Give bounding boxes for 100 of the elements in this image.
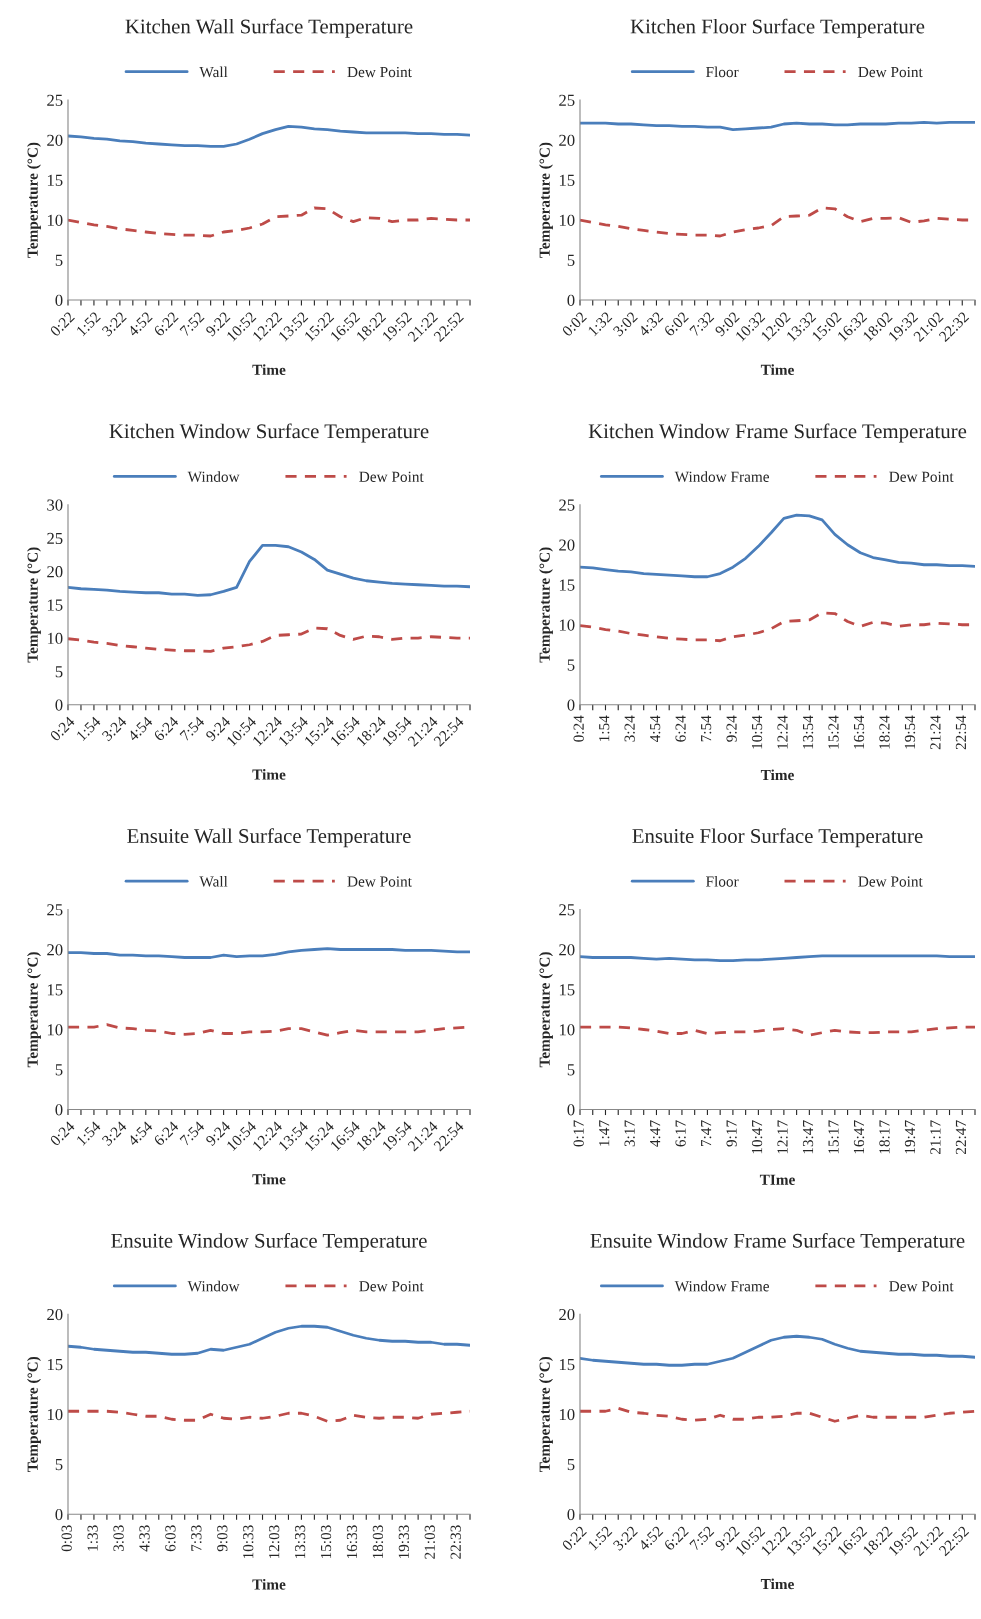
line-series: [68, 947, 470, 959]
y-tick-label: 20: [47, 944, 63, 956]
y-axis-title: Temperature (°C): [539, 1356, 553, 1473]
x-tick-label: 7:52: [179, 311, 205, 337]
line-series: [68, 1324, 470, 1356]
y-tick-label: 15: [47, 984, 63, 996]
line-series: [580, 1025, 975, 1037]
chart-title: Kitchen Window Surface Temperature: [109, 423, 429, 443]
x-tick-label: 6:22: [663, 1525, 689, 1552]
x-tick-label: 21:24: [930, 715, 941, 750]
legend-label: Floor: [706, 875, 739, 887]
y-tick-label: 10: [47, 1024, 63, 1036]
y-tick-label: 15: [559, 174, 575, 186]
x-tick-label: 4:33: [139, 1525, 150, 1552]
x-tick-label: 7:47: [701, 1120, 712, 1147]
x-axis-title: Time: [760, 1578, 794, 1590]
line-series: [68, 206, 470, 238]
x-tick-label: 7:54: [179, 1120, 206, 1147]
chart-title: Kitchen Window Frame Surface Temperature: [588, 423, 967, 443]
x-tick-label: 1:33: [87, 1525, 98, 1551]
legend-label: Dew Point: [347, 66, 412, 78]
legend-label: Dew Point: [889, 1281, 954, 1292]
x-tick-label: 3:24: [101, 715, 128, 742]
legend-label: Dew Point: [858, 66, 923, 78]
y-tick-label: 5: [55, 1064, 63, 1076]
legend-label: Wall: [199, 66, 228, 78]
chart-title: Ensuite Wall Surface Temperature: [127, 828, 411, 848]
x-tick-label: 15:17: [828, 1120, 839, 1154]
x-tick-label: 16:54: [853, 715, 865, 749]
x-tick-label: 0:22: [49, 311, 76, 337]
y-tick-label: 0: [55, 699, 63, 711]
x-axis-title: Time: [252, 1578, 286, 1590]
x-tick-label: 6:24: [675, 715, 686, 742]
x-tick-label: 10:47: [751, 1120, 763, 1154]
x-axis-title: Time: [760, 769, 794, 781]
x-tick-label: 10:33: [243, 1525, 254, 1559]
x-tick-label: 19:54: [904, 715, 916, 749]
x-tick-label: 1:52: [587, 1525, 613, 1551]
y-axis-title: Temperature (°C): [539, 142, 553, 258]
y-tick-label: 25: [47, 904, 63, 916]
legend-label: Dew Point: [359, 1281, 424, 1292]
x-tick-label: 19:47: [904, 1120, 916, 1154]
x-axis-title: TIme: [759, 1174, 795, 1185]
legend-label: Floor: [706, 66, 739, 78]
y-tick-label: 15: [47, 174, 63, 186]
x-tick-label: 9:17: [726, 1120, 737, 1147]
x-tick-label: 4:54: [127, 1120, 154, 1147]
x-tick-label: 6:22: [153, 311, 179, 337]
y-axis-title: Temperature (°C): [27, 142, 41, 258]
x-tick-label: 1:54: [599, 715, 610, 741]
x-tick-label: 15:03: [320, 1525, 332, 1559]
legend-label: Window: [187, 471, 240, 482]
legend-label: Dew Point: [889, 471, 954, 482]
legend-label: Window Frame: [674, 1280, 770, 1292]
x-axis-title: Time: [760, 364, 794, 376]
chart-title: Kitchen Floor Surface Temperature: [630, 18, 925, 38]
x-tick-label: 3:02: [612, 311, 639, 337]
y-tick-label: 0: [55, 294, 63, 306]
y-tick-label: 0: [567, 699, 575, 711]
legend-label: Wall: [199, 875, 228, 887]
y-axis-title: Temperature (°C): [27, 1356, 41, 1473]
x-tick-label: 3:24: [101, 1120, 128, 1147]
chart-title: Kitchen Wall Surface Temperature: [125, 18, 413, 38]
x-tick-label: 15:24: [828, 715, 839, 749]
y-tick-label: 5: [567, 254, 575, 266]
x-tick-label: 21:03: [424, 1525, 435, 1559]
y-tick-label: 20: [559, 944, 575, 956]
y-tick-label: 10: [47, 632, 63, 645]
y-tick-label: 0: [567, 294, 575, 306]
chart-title: Ensuite Window Frame Surface Temperature: [590, 1232, 965, 1253]
x-tick-label: 0:24: [49, 715, 76, 742]
legend-label: Window: [187, 1280, 240, 1292]
x-tick-label: 3:03: [113, 1525, 124, 1552]
x-tick-label: 18:24: [879, 715, 890, 749]
y-tick-label: 5: [567, 659, 575, 671]
y-tick-label: 30: [47, 499, 63, 511]
x-tick-label: 0:17: [573, 1120, 584, 1147]
line-series: [68, 544, 470, 597]
x-tick-label: 4:47: [650, 1120, 661, 1147]
y-tick-label: 15: [559, 984, 575, 996]
x-tick-label: 1:54: [76, 1120, 102, 1146]
x-tick-label: 16:47: [853, 1120, 865, 1154]
x-tick-label: 6:02: [663, 311, 689, 337]
x-tick-label: 6:24: [153, 715, 180, 742]
y-tick-label: 0: [567, 1508, 575, 1521]
y-tick-label: 5: [567, 1459, 575, 1471]
y-tick-label: 20: [559, 1308, 575, 1321]
x-tick-label: 4:54: [127, 715, 154, 742]
line-series: [580, 121, 975, 131]
y-tick-label: 5: [55, 1459, 63, 1471]
x-tick-label: 1:32: [587, 311, 613, 337]
x-tick-label: 4:32: [637, 311, 664, 338]
x-tick-label: 7:54: [701, 715, 712, 742]
x-tick-label: 0:24: [573, 715, 584, 742]
x-tick-label: 18:03: [372, 1525, 384, 1559]
x-tick-label: 22:54: [955, 715, 967, 750]
x-tick-label: 16:33: [346, 1525, 358, 1559]
y-tick-label: 15: [47, 1359, 63, 1371]
y-tick-label: 0: [55, 1104, 63, 1116]
y-tick-label: 10: [47, 1408, 63, 1421]
